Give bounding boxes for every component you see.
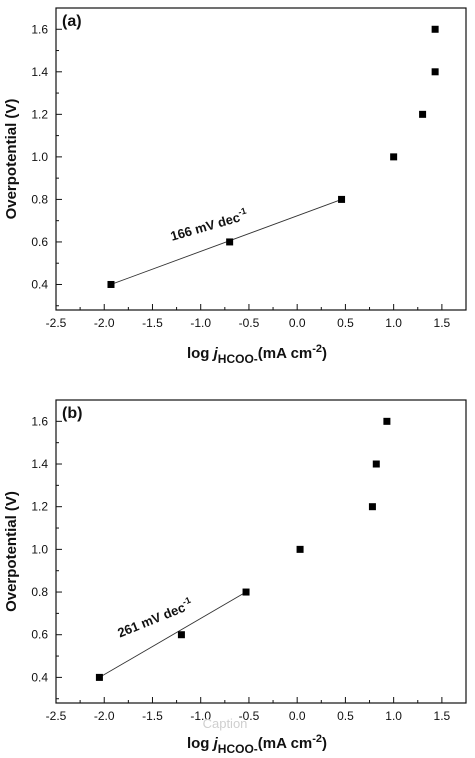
x-axis-title-prefix: log (187, 735, 214, 752)
x-tick-label: 1.0 (385, 709, 402, 723)
x-axis-title-close: ) (322, 345, 327, 362)
x-tick-label: -2.5 (46, 316, 67, 330)
x-tick-label: 0.5 (337, 316, 354, 330)
watermark-text: Caption (203, 716, 248, 731)
x-axis-title-prefix: log (187, 345, 214, 362)
data-point (226, 238, 234, 246)
x-tick-label: 0.0 (289, 709, 306, 723)
slope-annotation-text: 261 mV dec (115, 600, 187, 641)
data-point (107, 280, 115, 288)
data-point (368, 503, 376, 511)
fit-line (99, 591, 247, 678)
x-tick-label: 0.0 (289, 316, 306, 330)
y-tick-label: 1.2 (31, 107, 48, 121)
y-tick-label: 1.6 (31, 22, 48, 36)
x-axis-title: log jHCOO-(mA cm-2) (187, 343, 327, 366)
x-tick-label: -1.0 (190, 316, 211, 330)
y-tick-label: 1.0 (31, 542, 48, 556)
plot-frame (55, 399, 467, 704)
data-point (177, 631, 185, 639)
x-axis-title-exponent: -2 (312, 733, 322, 745)
x-axis-title-close: ) (322, 735, 327, 752)
y-tick-label: 0.8 (31, 585, 48, 599)
x-tick-label: -1.5 (142, 316, 163, 330)
x-axis-title-units: (mA cm (258, 345, 312, 362)
panel-b: -2.5 -2.0 -1.5 -1.0 -0.5 0.0 0.5 1.0 1.5 0.4 0.6 0.… (3, 399, 467, 756)
data-point (296, 545, 304, 553)
x-tick-label: 1.5 (434, 709, 451, 723)
x-tick-label: 0.5 (337, 709, 354, 723)
plot-frame (55, 7, 467, 311)
y-tick-label: 0.4 (31, 670, 48, 684)
x-tick-label: -0.5 (239, 709, 260, 723)
x-tick-label: 1.5 (434, 316, 451, 330)
y-tick-label: 0.4 (31, 277, 48, 291)
x-tick-label: 1.0 (385, 316, 402, 330)
y-tick-label: 0.6 (31, 628, 48, 642)
data-point (242, 588, 250, 596)
panel-label: (b) (62, 405, 82, 422)
data-point (419, 110, 427, 118)
x-axis-title-subscript: HCOO- (218, 352, 258, 366)
y-tick-label: 1.2 (31, 500, 48, 514)
x-tick-label: -1.0 (190, 709, 211, 723)
x-axis-title: log jHCOO-(mA cm-2) (187, 733, 327, 756)
data-point (431, 25, 439, 33)
y-axis-title: Overpotential (V) (3, 491, 20, 612)
x-axis-title-subscript: HCOO- (218, 742, 258, 756)
panel-label: (a) (62, 13, 82, 30)
data-point (338, 195, 346, 203)
slope-annotation-exponent: -1 (181, 595, 192, 607)
data-point (95, 673, 103, 681)
x-axis-title-symbol: j (212, 735, 219, 752)
data-point (383, 417, 391, 425)
y-tick-label: 1.4 (31, 457, 48, 471)
data-point (372, 460, 380, 468)
x-tick-label: -2.0 (94, 709, 115, 723)
x-axis-title-symbol: j (212, 345, 219, 362)
y-tick-label: 1.6 (31, 414, 48, 428)
x-tick-label: -2.0 (94, 316, 115, 330)
y-tick-label: 1.0 (31, 150, 48, 164)
y-axis-title: Overpotential (V) (3, 99, 20, 220)
y-tick-label: 1.4 (31, 65, 48, 79)
y-tick-label: 0.6 (31, 235, 48, 249)
x-tick-label: -2.5 (46, 709, 67, 723)
x-tick-label: -1.5 (142, 709, 163, 723)
y-tick-label: 0.8 (31, 192, 48, 206)
x-axis-title-units: (mA cm (258, 735, 312, 752)
x-tick-label: -0.5 (239, 316, 260, 330)
data-point (431, 68, 439, 76)
data-point (390, 153, 398, 161)
panel-a: -2.5 -2.0 -1.5 -1.0 -0.5 0.0 0.5 1.0 1.5 0.4 0.6 0.… (3, 7, 467, 366)
x-axis-title-exponent: -2 (312, 343, 322, 355)
slope-annotation-exponent: -1 (237, 206, 247, 218)
